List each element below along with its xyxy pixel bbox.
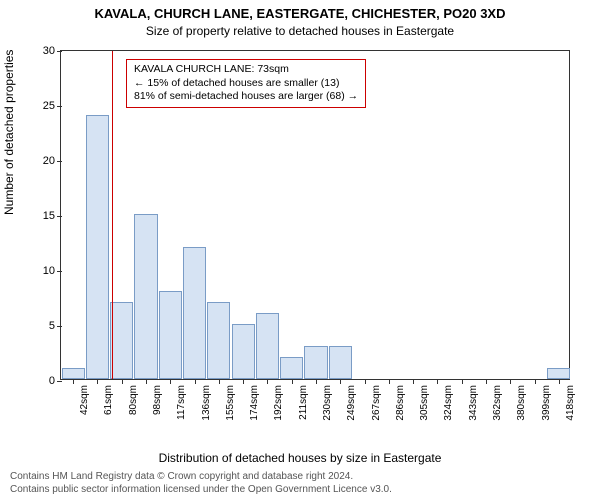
chart-title-sub: Size of property relative to detached ho… xyxy=(0,24,600,38)
x-tick-label: 305sqm xyxy=(417,385,430,421)
x-tick-label: 136sqm xyxy=(199,385,212,421)
x-tick-label: 249sqm xyxy=(344,385,357,421)
chart-title-main: KAVALA, CHURCH LANE, EASTERGATE, CHICHES… xyxy=(0,6,600,21)
annotation-line3: 81% of semi-detached houses are larger (… xyxy=(134,90,358,104)
x-tick-label: 324sqm xyxy=(441,385,454,421)
x-tick-label: 362sqm xyxy=(490,385,503,421)
annotation-line1: KAVALA CHURCH LANE: 73sqm xyxy=(134,63,358,77)
x-tick-label: 343sqm xyxy=(466,385,479,421)
x-tick-mark xyxy=(559,379,560,384)
attribution: Contains HM Land Registry data © Crown c… xyxy=(10,470,392,496)
x-tick-mark xyxy=(170,379,171,384)
x-tick-mark xyxy=(535,379,536,384)
histogram-bar xyxy=(232,324,255,379)
plot-area: KAVALA CHURCH LANE: 73sqm ← 15% of detac… xyxy=(60,50,570,380)
x-tick-mark xyxy=(243,379,244,384)
x-tick-mark xyxy=(413,379,414,384)
x-tick-label: 80sqm xyxy=(126,385,139,415)
x-tick-mark xyxy=(365,379,366,384)
x-tick-label: 98sqm xyxy=(150,385,163,415)
y-tick: 20 xyxy=(31,155,61,167)
histogram-bar xyxy=(159,291,182,379)
x-tick-mark xyxy=(267,379,268,384)
histogram-bar xyxy=(207,302,230,379)
histogram-bar xyxy=(134,214,157,379)
annotation-line2: ← 15% of detached houses are smaller (13… xyxy=(134,77,358,91)
x-tick-label: 211sqm xyxy=(296,385,309,420)
histogram-bar xyxy=(547,368,570,379)
x-tick-label: 117sqm xyxy=(174,385,187,420)
x-tick-label: 380sqm xyxy=(514,385,527,421)
x-tick-mark xyxy=(462,379,463,384)
x-tick-label: 230sqm xyxy=(320,385,333,421)
x-tick-label: 192sqm xyxy=(271,385,284,421)
histogram-bar xyxy=(86,115,109,379)
x-tick-label: 42sqm xyxy=(77,385,90,415)
histogram-bar xyxy=(110,302,133,379)
x-axis-label: Distribution of detached houses by size … xyxy=(0,451,600,465)
attribution-line1: Contains HM Land Registry data © Crown c… xyxy=(10,470,392,483)
y-tick: 5 xyxy=(31,320,61,332)
annotation-box: KAVALA CHURCH LANE: 73sqm ← 15% of detac… xyxy=(126,59,366,108)
x-tick-mark xyxy=(340,379,341,384)
histogram-bar xyxy=(62,368,85,379)
histogram-chart: KAVALA, CHURCH LANE, EASTERGATE, CHICHES… xyxy=(0,0,600,500)
histogram-bar xyxy=(280,357,303,379)
histogram-bar xyxy=(183,247,206,379)
x-tick-label: 267sqm xyxy=(369,385,382,421)
x-tick-mark xyxy=(437,379,438,384)
x-tick-mark xyxy=(292,379,293,384)
x-tick-mark xyxy=(316,379,317,384)
y-tick: 0 xyxy=(31,375,61,387)
x-tick-label: 399sqm xyxy=(539,385,552,421)
x-tick-mark xyxy=(510,379,511,384)
x-tick-label: 174sqm xyxy=(247,385,260,421)
y-tick: 15 xyxy=(31,210,61,222)
y-tick: 10 xyxy=(31,265,61,277)
histogram-bar xyxy=(329,346,352,379)
x-tick-label: 286sqm xyxy=(393,385,406,421)
x-tick-mark xyxy=(486,379,487,384)
reference-line xyxy=(112,51,113,379)
x-tick-mark xyxy=(146,379,147,384)
x-tick-mark xyxy=(122,379,123,384)
x-tick-label: 155sqm xyxy=(223,385,236,421)
x-tick-mark xyxy=(97,379,98,384)
x-tick-mark xyxy=(389,379,390,384)
attribution-line2: Contains public sector information licen… xyxy=(10,483,392,496)
x-tick-mark xyxy=(195,379,196,384)
x-tick-mark xyxy=(219,379,220,384)
y-tick: 30 xyxy=(31,45,61,57)
histogram-bar xyxy=(304,346,327,379)
y-axis-label: Number of detached properties xyxy=(2,50,16,215)
histogram-bar xyxy=(256,313,279,379)
y-tick: 25 xyxy=(31,100,61,112)
x-tick-label: 61sqm xyxy=(101,385,114,415)
x-tick-label: 418sqm xyxy=(563,385,576,421)
x-tick-mark xyxy=(73,379,74,384)
